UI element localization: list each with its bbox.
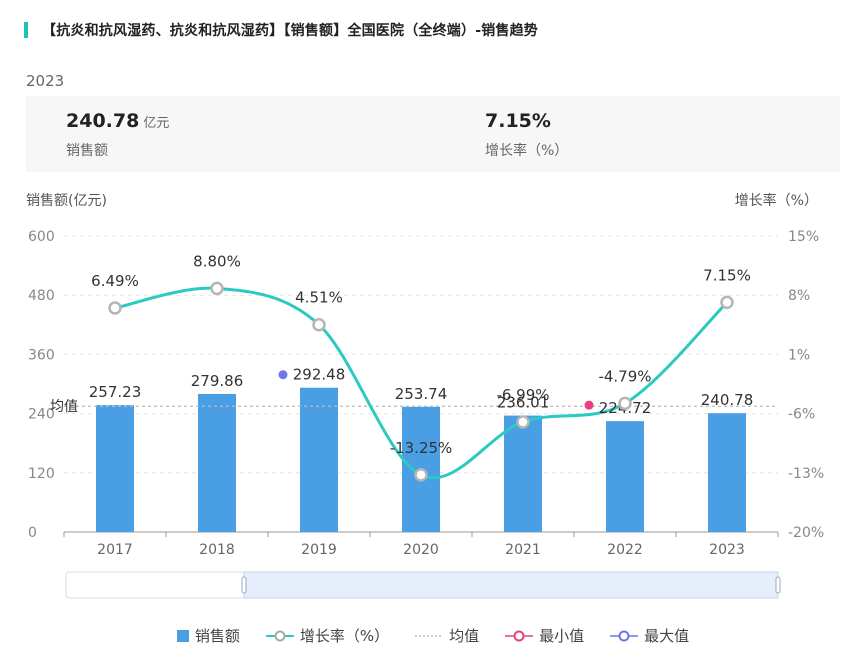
legend-max-marker-icon <box>610 630 639 641</box>
y-tick-label: 0 <box>28 525 37 541</box>
y2-tick-label: 8% <box>788 288 810 304</box>
y-tick-label: 360 <box>28 347 55 363</box>
y-tick-label: 120 <box>28 466 55 482</box>
growth-point <box>108 301 122 315</box>
y-axis-title: 销售额(亿元) <box>26 193 107 209</box>
kpi-panel: 240.78 亿元 销售额 7.15% 增长率（%） <box>26 96 840 172</box>
growth-point-label: -13.25% <box>390 439 453 457</box>
sales-bar <box>96 405 134 532</box>
legend-dashed-line-icon <box>415 634 444 637</box>
growth-point <box>210 281 224 296</box>
kpi-growth: 7.15% 增长率（%） <box>485 110 568 160</box>
growth-point <box>516 415 530 429</box>
kpi-sales-name: 销售额 <box>66 143 108 159</box>
x-tick-label: 2017 <box>97 542 133 558</box>
max-value-marker <box>278 370 288 380</box>
sales-bar-label: 253.74 <box>395 385 448 403</box>
kpi-sales: 240.78 亿元 销售额 <box>66 110 169 160</box>
legend-label-avg: 均值 <box>449 627 480 645</box>
legend-item-min[interactable]: 最小值 <box>505 625 584 646</box>
legend-item-sales[interactable]: 销售额 <box>176 625 240 646</box>
y2-tick-label: -6% <box>788 407 815 423</box>
sales-bar <box>606 421 644 532</box>
sales-bar <box>300 387 338 532</box>
legend-item-avg[interactable]: 均值 <box>415 625 479 646</box>
growth-point-label: 8.80% <box>193 252 241 270</box>
legend-item-growth[interactable]: 增长率（%） <box>265 625 390 646</box>
kpi-growth-value: 7.15% <box>485 110 551 132</box>
mean-line-label: 均值 <box>50 399 78 415</box>
growth-point-label: 6.49% <box>91 272 139 290</box>
sales-bar <box>198 393 236 532</box>
kpi-sales-value: 240.78 <box>66 110 140 132</box>
y2-tick-label: -13% <box>788 466 824 482</box>
data-zoom-selection <box>243 571 779 599</box>
sales-bar-label: 257.23 <box>89 383 142 401</box>
sales-bar-label: 292.48 <box>293 366 346 384</box>
data-zoom-handle-left <box>241 576 247 594</box>
x-tick-label: 2019 <box>301 542 337 558</box>
growth-point <box>312 317 326 332</box>
legend-label-max: 最大值 <box>644 627 690 645</box>
legend-item-max[interactable]: 最大值 <box>610 625 689 646</box>
y2-tick-label: 15% <box>788 229 819 245</box>
sales-bar <box>504 415 542 532</box>
min-value-marker <box>584 400 594 410</box>
x-tick-label: 2023 <box>709 542 745 558</box>
y-tick-label: 480 <box>28 288 55 304</box>
data-zoom-handle-right <box>775 576 781 594</box>
legend-label-sales: 销售额 <box>194 627 240 645</box>
growth-point-label: -6.99% <box>496 386 549 404</box>
y-tick-label: 240 <box>28 407 55 423</box>
y2-tick-label: -20% <box>788 525 824 541</box>
kpi-growth-name: 增长率（%） <box>485 143 569 159</box>
sales-bar-label: 279.86 <box>191 372 244 390</box>
legend-label-min: 最小值 <box>539 627 585 645</box>
x-tick-label: 2018 <box>199 542 235 558</box>
legend-label-growth: 增长率（%） <box>299 627 390 645</box>
title-accent-bar <box>24 22 28 38</box>
kpi-sales-unit: 亿元 <box>143 116 170 131</box>
growth-point <box>618 396 632 411</box>
chart-title: 【抗炎和抗风湿药、抗炎和抗风湿药】【销售额】全国医院（全终端）-销售趋势 <box>42 23 539 39</box>
year-label: 2023 <box>26 72 65 90</box>
y2-axis-title: 增长率（%） <box>735 192 818 209</box>
legend-bar-swatch-icon <box>176 629 189 642</box>
growth-point <box>414 468 428 482</box>
y-tick-label: 600 <box>28 229 55 245</box>
growth-point <box>720 295 734 310</box>
sales-bar <box>708 413 746 532</box>
sales-trend-chart: 销售额(亿元) 增长率（%） 600 480 360 240 120 0 15% 8% 1% -6% -… <box>26 192 824 599</box>
x-tick-label: 2021 <box>505 542 541 558</box>
growth-point-label: 4.51% <box>295 289 343 307</box>
growth-point-label: -4.79% <box>598 367 651 385</box>
chart-title-bar: 【抗炎和抗风湿药、抗炎和抗风湿药】【销售额】全国医院（全终端）-销售趋势 <box>24 20 538 40</box>
growth-point-label: 7.15% <box>703 266 751 284</box>
chart-legend: 销售额 增长率（%） 均值 最小值 最大值 <box>0 625 866 646</box>
x-tick-label: 2022 <box>607 542 643 558</box>
sales-bar-label: 236.01 <box>497 394 550 412</box>
sales-bar-label: 240.78 <box>701 391 754 409</box>
y2-tick-label: 1% <box>788 347 810 363</box>
legend-min-marker-icon <box>505 630 534 641</box>
x-tick-label: 2020 <box>403 542 439 558</box>
legend-line-swatch-icon <box>265 630 294 641</box>
